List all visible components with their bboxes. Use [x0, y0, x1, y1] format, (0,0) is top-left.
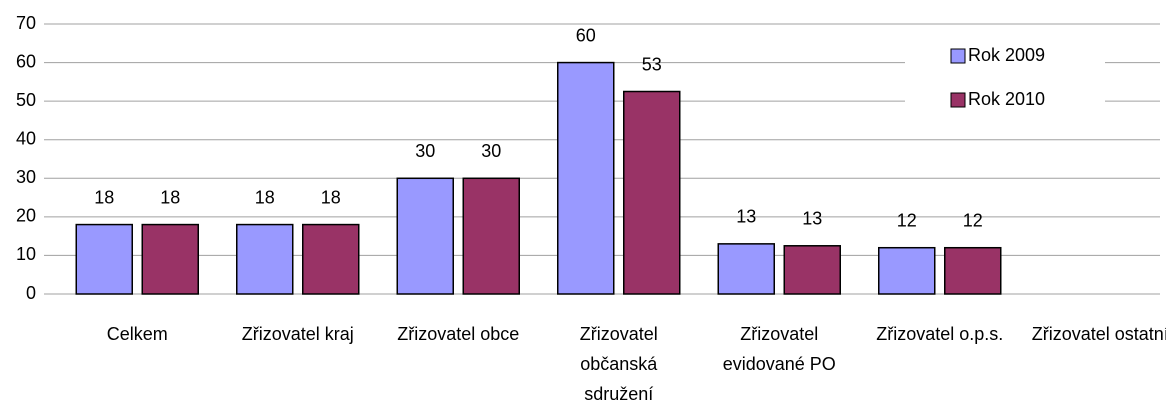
x-tick-label: Celkem — [107, 324, 168, 344]
data-label: 12 — [897, 210, 917, 230]
bar — [717, 243, 775, 295]
x-tick-label-line: Zřizovatel — [580, 324, 658, 344]
x-tick-label-line: Celkem — [107, 324, 168, 344]
x-tick-label: Zřizovatel o.p.s. — [876, 324, 1003, 344]
data-label: 30 — [481, 141, 501, 161]
bar — [944, 246, 1002, 295]
data-label: 30 — [415, 141, 435, 161]
bar — [623, 90, 681, 295]
bar — [878, 246, 936, 295]
legend-label: Rok 2010 — [968, 89, 1045, 109]
y-tick-label: 60 — [16, 51, 36, 71]
y-tick-label: 0 — [26, 283, 36, 303]
x-tick-label-line: evidované PO — [723, 354, 836, 374]
bar — [302, 223, 360, 295]
x-tick-label-line: občanská — [580, 354, 658, 374]
x-tick-label-line: Zřizovatel o.p.s. — [876, 324, 1003, 344]
x-tick-label-line: sdružení — [584, 384, 653, 404]
legend-label: Rok 2009 — [968, 45, 1045, 65]
x-tick-label: Zřizovatel evidované PO — [723, 324, 836, 374]
bar — [462, 177, 520, 295]
legend-swatch — [950, 48, 966, 64]
data-label: 53 — [642, 54, 662, 74]
data-label: 18 — [321, 187, 341, 207]
data-label: 13 — [736, 207, 756, 227]
x-tick-label: Zřizovatel občanská sdružení — [580, 324, 659, 404]
legend-swatch — [950, 92, 966, 108]
legend-box — [905, 35, 1105, 119]
x-tick-label-line: Zřizovatel ostatní — [1032, 324, 1166, 344]
x-tick-label-line: Zřizovatel kraj — [242, 324, 354, 344]
y-tick-label: 40 — [16, 128, 36, 148]
data-label: 18 — [160, 187, 180, 207]
y-tick-label: 20 — [16, 206, 36, 226]
bar — [141, 223, 199, 295]
y-tick-label: 10 — [16, 244, 36, 264]
x-tick-label-line: Zřizovatel — [740, 324, 818, 344]
bar — [783, 245, 841, 295]
bar — [236, 223, 294, 295]
data-label: 12 — [963, 210, 983, 230]
y-tick-label: 30 — [16, 167, 36, 187]
x-tick-label: Zřizovatel obce — [397, 324, 519, 344]
x-tick-label: Zřizovatel ostatní — [1032, 324, 1166, 344]
bar — [75, 223, 133, 295]
data-label: 60 — [576, 25, 596, 45]
data-label: 13 — [802, 209, 822, 229]
y-tick-label: 70 — [16, 13, 36, 33]
bar — [557, 61, 615, 295]
bar — [396, 177, 454, 295]
data-label: 18 — [255, 187, 275, 207]
data-label: 18 — [94, 187, 114, 207]
x-tick-label: Zřizovatel kraj — [242, 324, 354, 344]
x-tick-label-line: Zřizovatel obce — [397, 324, 519, 344]
y-tick-label: 50 — [16, 90, 36, 110]
